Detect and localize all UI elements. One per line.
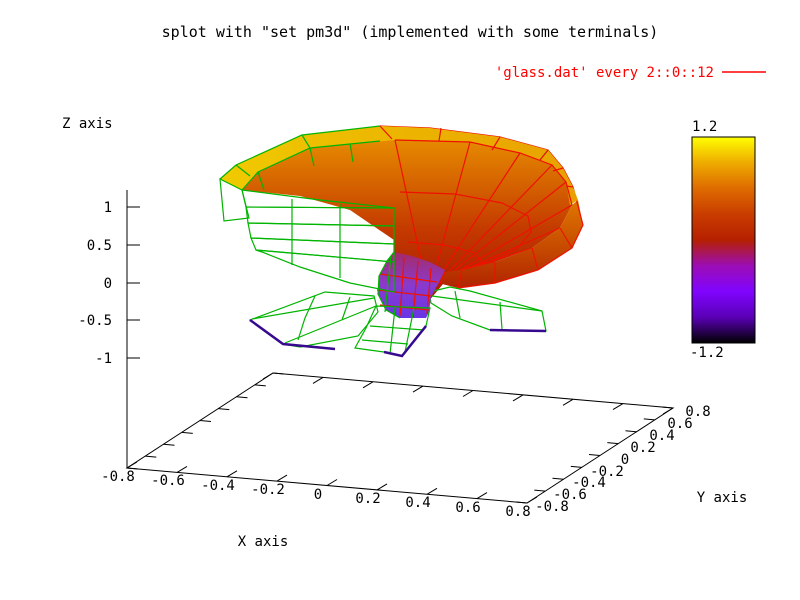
y-tick-label: 0.4	[649, 428, 674, 444]
bowl-outer-wall-right	[430, 200, 583, 288]
x-tick-label: 0.4	[405, 495, 430, 511]
z-axis-label: Z axis	[62, 116, 113, 132]
base-front-wing-bottom-edge	[383, 325, 427, 358]
y-tick-label: 0.6	[667, 416, 692, 432]
wall-left-facet-lines	[291, 199, 341, 278]
y-axis-ticks-right	[515, 406, 674, 504]
bowl-left-lip-facet	[219, 177, 250, 222]
x-tick-label: -0.6	[151, 473, 185, 489]
z-tick-label: -0.5	[78, 313, 112, 329]
colorbar-max-label: 1.2	[692, 119, 717, 135]
rim-band-mesh-green	[219, 125, 549, 191]
bowl-inner-mesh-green	[257, 142, 354, 191]
x-tick-label: 0.6	[455, 500, 480, 516]
stem-mesh-green	[377, 251, 401, 319]
x-tick-label: 0.2	[355, 491, 380, 507]
y-axis-ticks-back	[126, 372, 285, 470]
z-tick-label: 0.5	[87, 238, 112, 254]
z-tick-label: -1	[95, 351, 112, 367]
z-tick-label: 0	[104, 276, 112, 292]
y-tick-label: -0.4	[572, 475, 606, 491]
x-axis-ticks-front	[126, 461, 538, 504]
x-tick-label: -0.4	[201, 478, 235, 494]
wall-left-band-red	[255, 249, 395, 293]
x-tick-label: -0.2	[251, 482, 285, 498]
x-axis-label: X axis	[238, 534, 289, 550]
y-axis-label: Y axis	[697, 490, 748, 506]
stem-mesh-red	[376, 257, 438, 318]
colorbar: 1.2 -1.2	[690, 119, 756, 361]
rim-band-mesh-red	[379, 125, 574, 206]
y-tick-label: -0.2	[590, 464, 624, 480]
y-tick-labels: -0.8 -0.6 -0.4 -0.2 0 0.2 0.4 0.6 0.8	[535, 404, 711, 515]
base-right-wing-bottom-edge	[489, 328, 547, 333]
base-left-wing-bottom-edge	[249, 318, 336, 351]
plot-box	[125, 190, 675, 504]
y-tick-label: 0	[621, 452, 629, 468]
colorbar-min-label: -1.2	[690, 345, 724, 361]
y-tick-label: 0.2	[630, 440, 655, 456]
y-tick-label: -0.6	[553, 487, 587, 503]
z-tick-label: 1	[104, 200, 112, 216]
glass-surface	[219, 125, 584, 358]
x-tick-label: 0	[314, 487, 322, 503]
y-tick-label: 0.8	[685, 404, 710, 420]
x-axis-ticks-back	[262, 372, 674, 415]
x-tick-labels: -0.8 -0.6 -0.4 -0.2 0 0.2 0.4 0.6 0.8	[101, 469, 531, 520]
wall-left-band-dark-orange	[250, 237, 395, 263]
base-front-wing-mesh	[361, 307, 425, 355]
x-tick-label: 0.8	[505, 504, 530, 520]
base-right-wing-mesh	[431, 290, 543, 330]
x-tick-label: -0.8	[101, 469, 135, 485]
legend-entry-label: 'glass.dat' every 2::0::12	[495, 65, 714, 81]
colorbar-ticks	[692, 136, 699, 344]
base-left-wing-mesh	[251, 295, 377, 344]
colorbar-gradient	[691, 136, 756, 344]
y-tick-label: -0.8	[535, 499, 569, 515]
z-tick-labels: 1 0.5 0 -0.5 -1	[78, 200, 112, 367]
z-axis-ticks	[127, 206, 140, 359]
bowl-outer-wall-right-mesh	[379, 125, 584, 289]
plot-title: splot with "set pm3d" (implemented with …	[162, 23, 659, 41]
